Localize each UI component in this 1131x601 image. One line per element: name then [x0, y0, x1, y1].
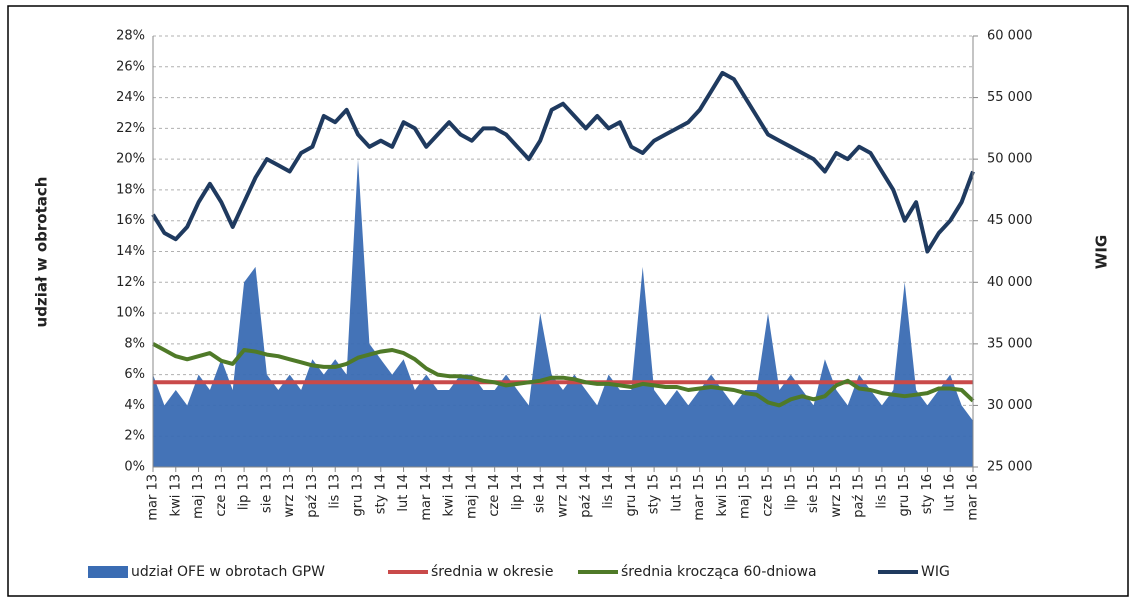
y-tick-label: 18%	[116, 182, 145, 197]
legend-swatch	[88, 566, 128, 578]
y-tick-label: 26%	[116, 59, 145, 74]
x-tick-label: gru 13	[351, 474, 366, 517]
legend-label: średnia krocząca 60-dniowa	[621, 564, 817, 580]
x-tick-label: maj 13	[191, 474, 206, 519]
x-tick-label: kwi 15	[715, 474, 730, 516]
y-tick-label: 8%	[124, 336, 145, 351]
x-tick-label: cze 15	[761, 474, 776, 517]
y2-axis-label: WIG	[1093, 235, 1111, 269]
y-tick-label: 28%	[116, 29, 145, 44]
x-tick-label: paź 13	[305, 474, 320, 518]
y2-tick-label: 45 000	[987, 213, 1033, 228]
y-tick-label: 16%	[116, 213, 145, 228]
x-tick-label: kwi 14	[442, 474, 457, 516]
y2-tick-label: 30 000	[987, 398, 1033, 413]
x-tick-label: lis 15	[874, 474, 889, 509]
x-tick-label: kwi 13	[168, 474, 183, 516]
y-tick-label: 20%	[116, 152, 145, 167]
x-tick-label: mar 13	[146, 474, 161, 521]
x-tick-label: mar 16	[966, 474, 981, 521]
x-tick-label: lis 13	[328, 474, 343, 509]
area	[153, 159, 973, 467]
x-tick-label: lut 16	[943, 474, 958, 512]
x-tick-label: cze 14	[487, 474, 502, 517]
legend-label: udział OFE w obrotach GPW	[131, 564, 325, 580]
line	[152, 342, 975, 408]
x-tick-label: gru 14	[624, 474, 639, 517]
y-tick-label: 12%	[116, 275, 145, 290]
y-tick-label: 4%	[124, 398, 145, 413]
y-tick-label: 10%	[116, 306, 145, 321]
x-tick-label: sty 14	[373, 474, 388, 514]
y2-tick-label: 55 000	[987, 90, 1033, 105]
x-tick-label: paź 15	[852, 474, 867, 518]
y-tick-label: 14%	[116, 244, 145, 259]
x-tick-label: cze 13	[214, 474, 229, 517]
x-tick-label: lip 14	[510, 474, 525, 510]
chart-frame	[7, 5, 1129, 597]
x-tick-label: lut 14	[396, 474, 411, 512]
y2-tick-label: 40 000	[987, 275, 1033, 290]
x-tick-label: maj 14	[464, 474, 479, 519]
x-tick-label: lip 13	[237, 474, 252, 510]
y-tick-label: 0%	[124, 460, 145, 475]
x-tick-label: mar 14	[419, 474, 434, 521]
x-tick-label: sie 13	[259, 474, 274, 513]
x-tick-label: wrz 14	[556, 474, 571, 517]
legend-label: średnia w okresie	[431, 564, 553, 580]
y2-tick-label: 35 000	[987, 336, 1033, 351]
x-tick-label: sty 15	[647, 474, 662, 514]
line	[151, 70, 975, 254]
x-tick-label: lip 15	[783, 474, 798, 510]
y-tick-label: 6%	[124, 367, 145, 382]
x-tick-label: wrz 15	[829, 474, 844, 517]
x-tick-label: maj 15	[738, 474, 753, 519]
x-tick-label: sty 16	[920, 474, 935, 514]
y-tick-label: 22%	[116, 121, 145, 136]
x-tick-label: sie 14	[533, 474, 548, 513]
y-tick-label: 24%	[116, 90, 145, 105]
x-tick-label: lis 14	[601, 474, 616, 509]
x-tick-label: sie 15	[806, 474, 821, 513]
y2-tick-label: 60 000	[987, 29, 1033, 44]
y-axis-label: udział w obrotach	[33, 177, 51, 328]
y2-tick-label: 50 000	[987, 152, 1033, 167]
x-tick-label: paź 14	[578, 474, 593, 518]
x-tick-label: wrz 13	[282, 474, 297, 517]
y-tick-label: 2%	[124, 429, 145, 444]
y2-tick-label: 25 000	[987, 460, 1033, 475]
legend-label: WIG	[921, 564, 950, 580]
x-tick-label: mar 15	[692, 474, 707, 521]
x-tick-label: lut 15	[669, 474, 684, 512]
x-tick-label: gru 15	[897, 474, 912, 517]
